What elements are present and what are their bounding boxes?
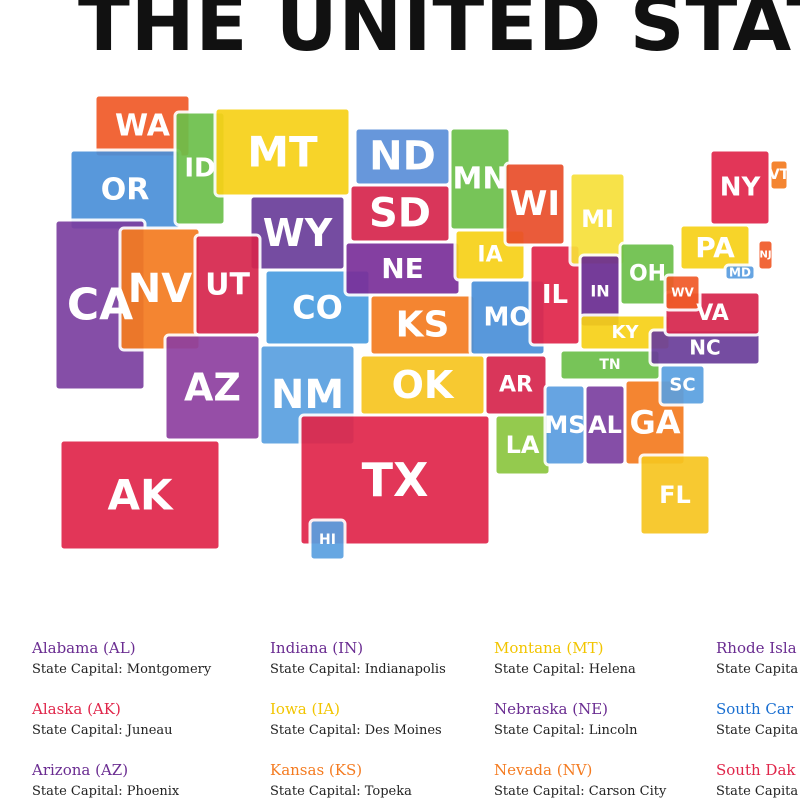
legend-capital: State Capital: Montgomery	[32, 662, 212, 677]
state-shape	[638, 453, 712, 537]
legend-capital: State Capita	[716, 723, 798, 738]
state-label: MD	[729, 266, 751, 280]
state-label: IA	[477, 243, 502, 268]
state-label: VA	[696, 301, 729, 326]
state-shape	[768, 158, 790, 192]
state-shape	[663, 273, 702, 312]
state-label: OR	[101, 173, 150, 208]
state-label: MS	[544, 411, 585, 439]
state-label: MT	[247, 128, 318, 177]
state-label: AL	[588, 411, 622, 439]
state-label: NV	[128, 266, 192, 312]
legend-state-name: Alabama (AL)	[31, 639, 136, 657]
state-shape	[58, 438, 222, 552]
state-label: KS	[396, 305, 450, 346]
state-label: MO	[484, 303, 532, 333]
state-shape	[723, 263, 757, 282]
legend-state-name: Nebraska (NE)	[494, 700, 608, 718]
state-label: NJ	[759, 250, 771, 261]
state-shape	[658, 363, 707, 407]
state-label: VT	[769, 167, 790, 183]
state-label: HI	[319, 532, 336, 548]
legend-capital: State Capital: Des Moines	[270, 723, 442, 738]
legend-capital: State Capital: Lincoln	[494, 723, 638, 738]
legend-state-name: Rhode Isla	[716, 639, 797, 657]
state-label: AR	[499, 373, 533, 398]
state-label: AK	[107, 471, 174, 520]
legend-capital: State Capital: Topeka	[270, 784, 412, 799]
state-label: MN	[453, 162, 508, 197]
state-label: WI	[510, 184, 560, 224]
state-label: SD	[369, 191, 431, 237]
state-label: MI	[581, 205, 614, 233]
state-label: CO	[292, 289, 343, 327]
state-label: NE	[381, 252, 424, 285]
legend-capital: State Capita	[716, 662, 798, 677]
legend-state-name: Indiana (IN)	[270, 639, 363, 657]
state-label: WY	[263, 211, 333, 255]
legend-state-name: South Dak	[716, 761, 796, 779]
state-label: UT	[205, 268, 250, 303]
state-label: FL	[659, 481, 691, 509]
state-label: ND	[369, 134, 436, 180]
legend-state-name: Iowa (IA)	[270, 700, 340, 718]
state-label: NC	[689, 336, 720, 360]
state-label: NM	[271, 372, 344, 418]
state-label: OH	[629, 262, 666, 287]
state-label: TX	[362, 453, 429, 507]
legend-state-name: Montana (MT)	[494, 639, 603, 657]
legend-capital: State Capita	[716, 784, 798, 799]
state-label: SC	[669, 375, 695, 396]
title: THE UNITED STATES	[78, 0, 800, 68]
state-label: ID	[184, 154, 215, 184]
state-label: WV	[671, 286, 694, 300]
state-label: GA	[629, 404, 680, 442]
legend-capital: State Capital: Helena	[494, 662, 636, 677]
state-label: OK	[392, 363, 455, 407]
state-shape	[308, 518, 347, 562]
legend-state-name: Alaska (AK)	[31, 700, 121, 718]
state-label: KY	[612, 322, 640, 343]
state-label: WA	[115, 109, 171, 144]
state-label: TN	[599, 357, 620, 373]
state-label: IL	[542, 280, 568, 310]
legend-capital: State Capital: Juneau	[32, 723, 173, 738]
legend-state-name: South Car	[716, 700, 794, 718]
state-label: CA	[67, 280, 133, 331]
legend-state-name: Nevada (NV)	[494, 761, 592, 779]
legend-capital: State Capital: Carson City	[494, 784, 667, 799]
state-shape	[756, 238, 775, 272]
legend-capital: State Capital: Phoenix	[32, 784, 180, 799]
legend-capital: State Capital: Indianapolis	[270, 662, 446, 677]
legend-state-name: Kansas (KS)	[270, 761, 362, 779]
state-label: LA	[506, 431, 540, 459]
state-label: PA	[695, 231, 735, 264]
legend-state-name: Arizona (AZ)	[31, 761, 128, 779]
state-label: IN	[590, 282, 609, 301]
state-label: AZ	[184, 366, 241, 410]
state-label: NY	[720, 173, 762, 203]
